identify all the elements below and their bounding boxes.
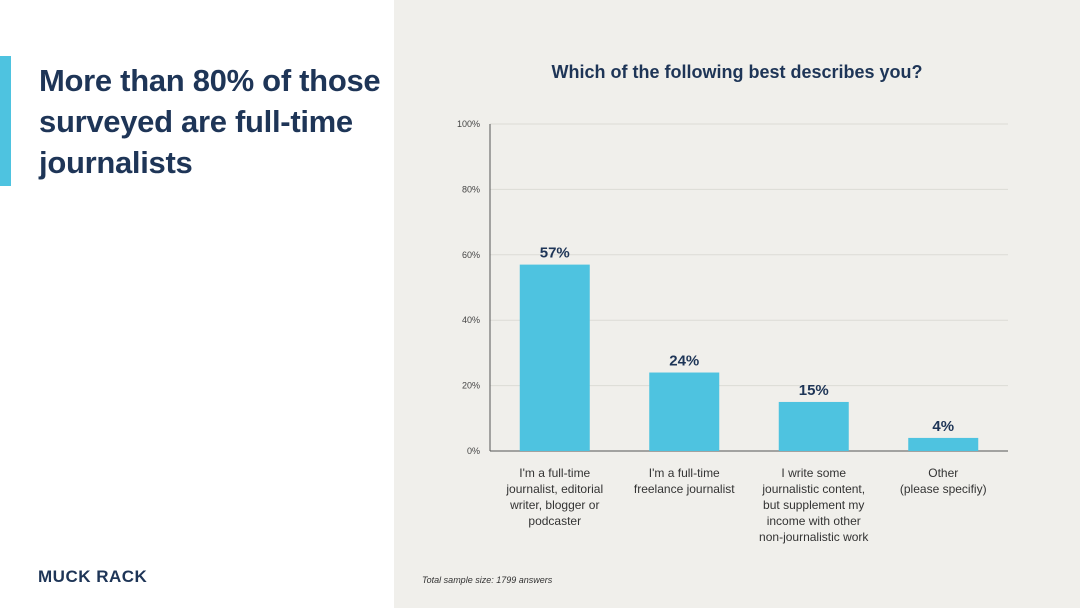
y-tick-label: 40%	[462, 315, 480, 325]
chart-panel	[394, 0, 1080, 608]
y-tick-label: 20%	[462, 381, 480, 391]
bar-value-label: 24%	[669, 353, 699, 370]
y-tick-label: 60%	[462, 250, 480, 260]
bar-value-label: 57%	[540, 245, 570, 262]
muck-rack-logo: MUCK RACK	[38, 567, 148, 586]
left-panel	[0, 0, 394, 608]
x-category-label: I write some journalistic content, but sup…	[759, 466, 869, 544]
bar	[778, 401, 849, 451]
bar-value-label: 15%	[799, 382, 829, 399]
bar-chart: 0% 20% 40% 60% 80% 100% 57% I'm a full-time jour…	[457, 119, 1008, 544]
x-category-label: Other (please specifiy)	[900, 466, 987, 496]
headline: More than 80% of those surveyed are full…	[39, 63, 381, 180]
bar	[519, 264, 590, 451]
y-tick-label: 0%	[467, 446, 480, 456]
bar	[908, 437, 979, 451]
accent-bar	[0, 56, 11, 186]
y-tick-label: 80%	[462, 184, 480, 194]
x-category-label: I'm a full-time journalist, editorial writ…	[505, 466, 603, 528]
bar-value-label: 4%	[932, 418, 954, 435]
y-tick-label: 100%	[457, 119, 480, 129]
chart-title: Which of the following best describes yo…	[551, 62, 923, 82]
bar	[649, 372, 720, 451]
x-category-label: I'm a full-time freelance journalist	[634, 466, 735, 496]
sample-size-footnote: Total sample size: 1799 answers	[422, 575, 553, 585]
